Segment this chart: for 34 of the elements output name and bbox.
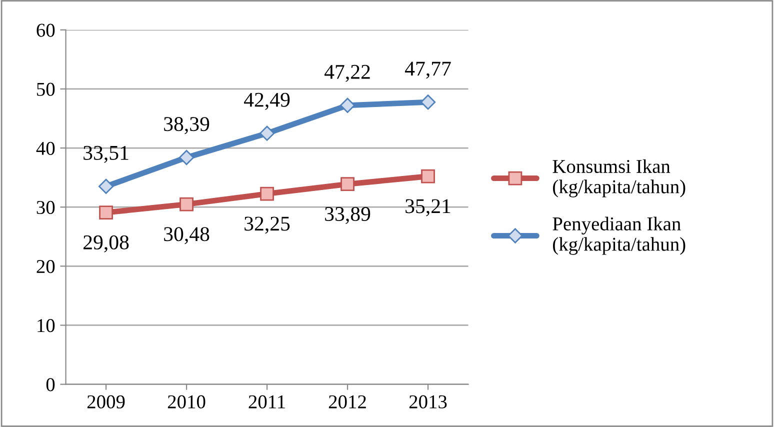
data-label: 38,39	[164, 117, 210, 134]
data-label: 47,77	[404, 62, 451, 79]
point	[259, 126, 275, 141]
data-label: 32,25	[244, 216, 290, 234]
point	[340, 177, 354, 192]
y-tick-label: 60	[36, 24, 55, 37]
legend-label: Penyediaan Ikan (kg/kapita/tahun)	[552, 216, 686, 255]
legend-label: Konsumsi Ikan (kg/kapita/tahun)	[552, 159, 686, 198]
x-tick-label: 2013	[409, 395, 447, 408]
data-label: 35,21	[406, 199, 450, 216]
point	[340, 98, 356, 113]
y-tick-label: 10	[38, 319, 55, 332]
point	[260, 186, 274, 201]
x-tick-label: 2012	[328, 395, 366, 408]
x-tick-label: 2009	[87, 395, 125, 408]
data-label: 47,22	[324, 64, 370, 82]
y-tick-label: 0	[46, 378, 55, 392]
y-tick-label: 50	[37, 82, 55, 96]
point	[98, 178, 114, 194]
data-label: 33,89	[325, 206, 370, 224]
point	[421, 169, 435, 184]
y-tick-label: 30	[36, 200, 55, 214]
x-tick-label: 2011	[248, 395, 285, 408]
point	[420, 94, 436, 110]
x-tick-label: 2010	[168, 395, 206, 408]
data-label: 33,51	[84, 146, 128, 163]
y-tick-label: 20	[36, 260, 55, 274]
data-label: 29,08	[84, 235, 129, 252]
point	[99, 206, 113, 220]
data-label: 30,48	[164, 227, 210, 244]
data-label: 42,49	[244, 92, 290, 110]
y-tick-label: 40	[36, 142, 55, 155]
point	[180, 197, 194, 212]
point	[178, 150, 194, 166]
